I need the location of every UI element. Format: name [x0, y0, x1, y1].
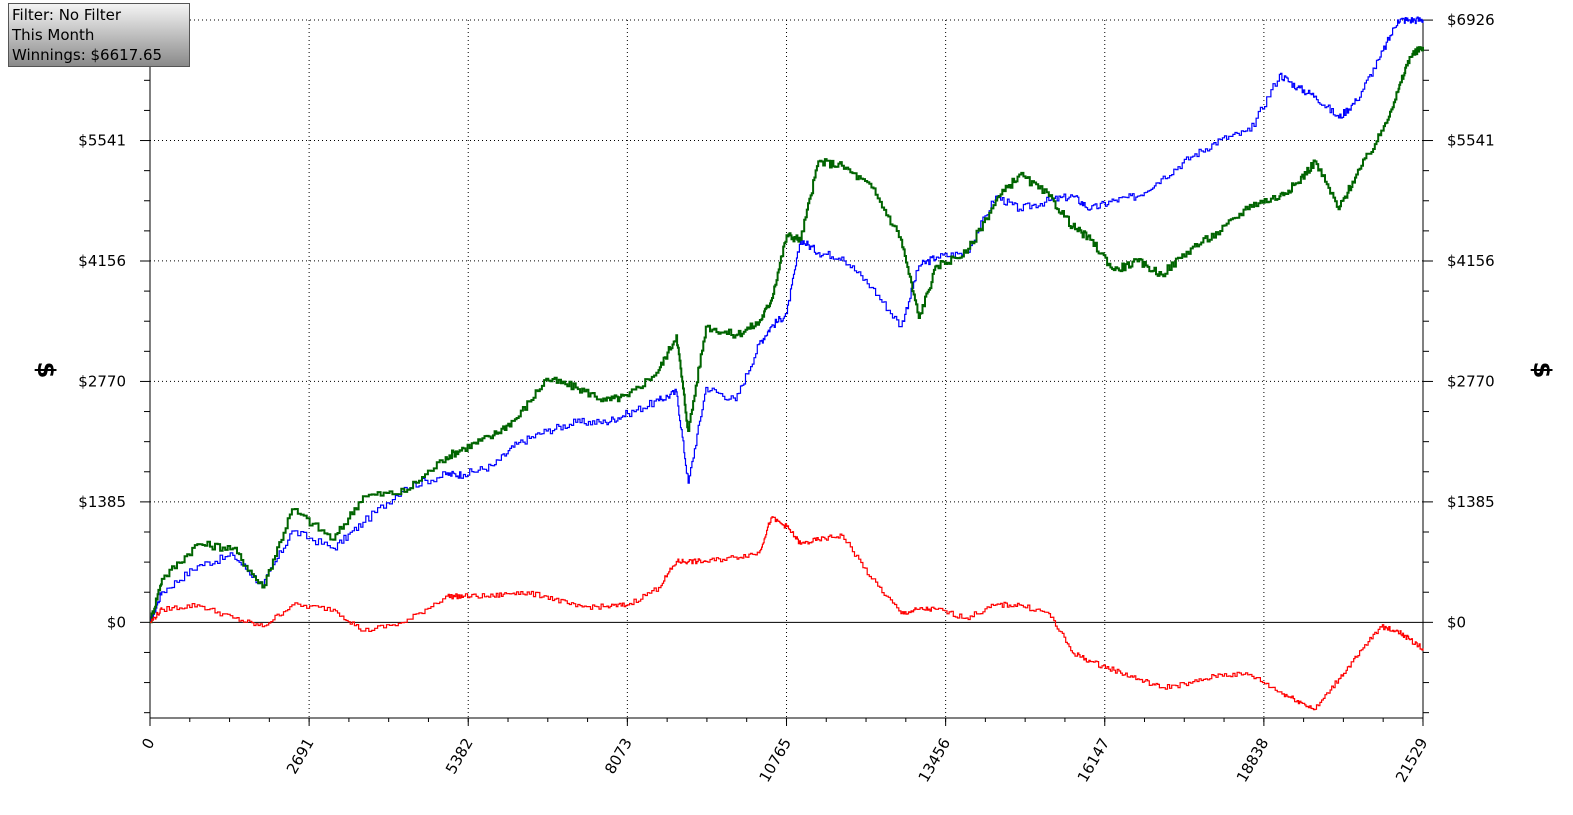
y-tick-label-left: $4156 [78, 252, 126, 270]
winnings-label: Winnings: $6617.65 [12, 46, 163, 64]
y-tick-label-right: $1385 [1447, 493, 1495, 511]
y-tick-label-right: $6926 [1447, 11, 1495, 29]
y-tick-label-left: $0 [107, 613, 126, 631]
x-tick-label: 13456 [915, 735, 954, 785]
y-tick-label-left: $5541 [78, 131, 126, 149]
y-tick-label-right: $0 [1447, 613, 1466, 631]
info-box: Filter: No Filter This Month Winnings: $… [8, 3, 190, 67]
series-line-blue [150, 16, 1424, 623]
grid-layer [150, 19, 1423, 718]
label-layer: $0 $0 $1385 $1385 $2770 $2770 $4156 $4156 $5541 $… [78, 11, 1494, 785]
x-tick-label: 0 [138, 735, 158, 752]
filter-label: Filter: No Filter [12, 6, 122, 24]
series-layer [149, 16, 1424, 711]
period-label: This Month [12, 26, 95, 44]
x-tick-label: 2691 [283, 735, 318, 777]
y-tick-label-right: $5541 [1447, 131, 1495, 149]
x-tick-label: 21529 [1392, 735, 1431, 785]
y-tick-label-right: $4156 [1447, 252, 1495, 270]
y-tick-label-left: $2770 [78, 372, 126, 390]
x-tick-label: 8073 [601, 735, 636, 777]
x-tick-label: 18838 [1233, 735, 1272, 785]
y-tick-label-right: $2770 [1447, 372, 1495, 390]
series-line-red [150, 516, 1424, 711]
x-tick-label: 10765 [756, 735, 795, 785]
series-line-green [149, 46, 1424, 624]
x-tick-label: 16147 [1074, 735, 1113, 785]
axis-layer [140, 19, 1433, 726]
x-tick-label: 5382 [442, 735, 477, 777]
y-axis-title-right: $ [1528, 362, 1556, 379]
y-axis-title-left: $ [32, 362, 60, 379]
y-tick-label-left: $1385 [78, 493, 126, 511]
